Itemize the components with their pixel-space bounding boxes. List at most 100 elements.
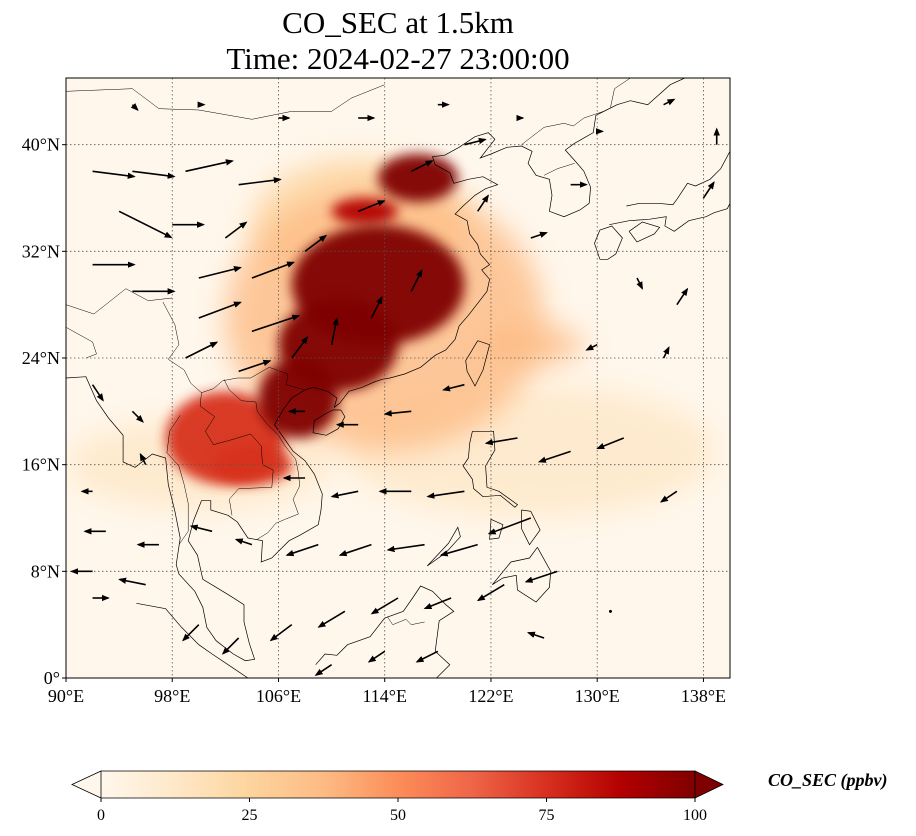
- lon-tick-label-122: 122°E: [468, 686, 513, 706]
- colorbar-tick-label-100: 100: [683, 807, 707, 824]
- wind-vector-19: [304, 234, 328, 252]
- coastline-4: [492, 547, 552, 603]
- lon-tick-label-98: 98°E: [154, 686, 190, 706]
- wind-vector-28: [702, 181, 715, 199]
- wind-vector-36: [537, 450, 571, 463]
- wind-vector-66: [131, 410, 144, 423]
- wind-vector-70: [526, 631, 545, 639]
- wind-vector-51: [370, 597, 399, 615]
- co-plume-6: [212, 444, 292, 485]
- wind-vector-41: [330, 490, 359, 499]
- lon-tick-label-106: 106°E: [256, 686, 301, 706]
- wind-vector-55: [182, 624, 200, 642]
- colorbar: 0 25 50 75 100: [71, 770, 724, 824]
- wind-vector-62: [234, 538, 253, 546]
- wind-vector-14: [238, 359, 272, 373]
- wind-vector-52: [317, 610, 346, 628]
- coastline-12: [626, 151, 730, 207]
- wind-vector-67: [415, 650, 439, 663]
- wind-vector-48: [524, 570, 558, 583]
- border-9: [387, 616, 425, 626]
- wind-vector-13: [185, 341, 219, 359]
- wind-vector-18: [410, 269, 423, 292]
- wind-vectors: [70, 98, 720, 676]
- wind-vector-73: [130, 103, 139, 111]
- coastline-10: [594, 225, 623, 260]
- coastlines: [66, 78, 730, 678]
- gridlines: [66, 78, 730, 678]
- border-6: [521, 111, 604, 145]
- wind-vector-64: [139, 452, 147, 466]
- colorbar-extend-min: [71, 770, 102, 799]
- map-subtitle-time: Time: 2024-02-27 23:00:00: [226, 41, 570, 76]
- wind-vector-71: [608, 609, 612, 613]
- lat-tick-label-16: 16°N: [22, 455, 60, 475]
- colorbar-tick-label-0: 0: [97, 807, 105, 824]
- lon-tick-label-130: 130°E: [575, 686, 620, 706]
- wind-vector-27: [676, 287, 689, 306]
- wind-vector-26: [636, 277, 643, 290]
- wind-vector-22: [464, 137, 487, 146]
- wind-vector-68: [367, 650, 386, 663]
- border-8: [610, 78, 631, 108]
- map-frame: [65, 77, 731, 679]
- border-3: [166, 415, 189, 545]
- wind-vector-11: [198, 301, 242, 319]
- wind-vector-45: [386, 543, 425, 553]
- lon-axis: 90°E 98°E 106°E 114°E 122°E 130°E 138°E: [48, 678, 726, 706]
- wind-vector-10: [251, 261, 296, 279]
- wind-vector-0: [92, 170, 136, 179]
- border-7: [543, 163, 575, 176]
- wind-vector-29: [585, 343, 598, 351]
- colorbar-extend-max: [694, 770, 724, 799]
- wind-vector-65: [91, 384, 104, 402]
- lon-tick-label-90: 90°E: [48, 686, 84, 706]
- wind-vector-2: [185, 159, 234, 173]
- wind-vector-30: [662, 346, 670, 359]
- lon-tick-label-138: 138°E: [681, 686, 726, 706]
- co-plume-8: [378, 154, 458, 202]
- wind-vector-61: [189, 524, 213, 533]
- wind-vector-32: [383, 410, 412, 417]
- wind-vector-56: [118, 577, 146, 586]
- colorbar-gradient: [101, 771, 695, 798]
- coastline-9: [315, 585, 455, 678]
- wind-vector-43: [487, 517, 532, 535]
- wind-vector-23: [477, 194, 489, 212]
- wind-vector-69: [314, 664, 333, 676]
- wind-vector-53: [269, 624, 293, 642]
- wind-vector-47: [285, 543, 319, 557]
- wind-vector-31: [442, 383, 465, 392]
- wind-vector-20: [357, 200, 386, 213]
- border-0: [162, 301, 306, 393]
- border-2: [199, 392, 274, 516]
- wind-vector-37: [596, 437, 625, 450]
- wind-vector-35: [484, 437, 518, 446]
- border-1: [66, 288, 173, 315]
- colorbar-tick-label-75: 75: [539, 807, 555, 824]
- wind-vector-17: [370, 295, 383, 319]
- coastline-1: [312, 409, 346, 436]
- wind-vector-21: [410, 160, 434, 173]
- wind-vector-44: [439, 543, 478, 557]
- wind-vector-46: [338, 543, 372, 557]
- wind-vector-16: [330, 317, 339, 345]
- co-plume-7: [331, 198, 398, 225]
- coastline-11: [609, 203, 730, 232]
- wind-vector-39: [426, 490, 465, 499]
- colorbar-label: CO_SEC (ppbv): [768, 770, 888, 790]
- lat-tick-label-8: 8°N: [31, 561, 60, 581]
- lon-tick-label-114: 114°E: [362, 686, 407, 706]
- map-title: CO_SEC at 1.5km: [282, 5, 514, 40]
- co-plume-4: [477, 324, 584, 365]
- wind-vector-6: [224, 221, 248, 239]
- wind-vector-3: [238, 177, 282, 186]
- coastline-8: [136, 602, 249, 678]
- lat-tick-label-32: 32°N: [22, 241, 60, 261]
- coastline-2: [465, 340, 491, 387]
- coastline-0: [66, 78, 685, 662]
- wind-vector-54: [221, 637, 240, 655]
- wind-vector-12: [251, 314, 301, 333]
- co-plume-11: [258, 358, 339, 438]
